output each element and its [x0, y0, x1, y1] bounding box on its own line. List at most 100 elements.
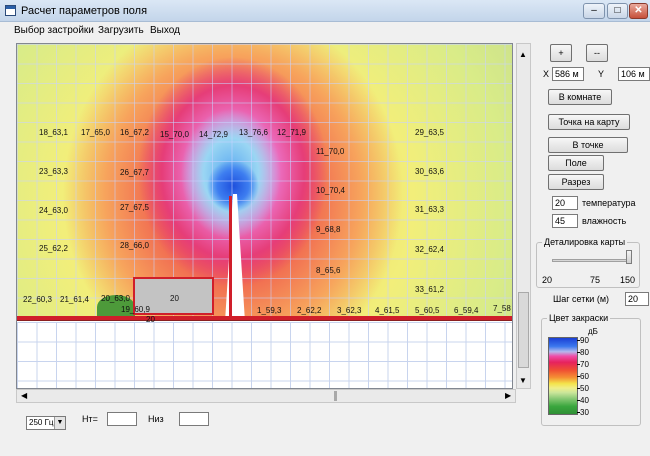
green-area	[97, 295, 135, 319]
map-label: 20	[170, 294, 179, 303]
map-label: 6_59,4	[454, 306, 479, 315]
detail-slider-thumb[interactable]	[626, 250, 632, 264]
menu-bar: Выбор застройки Загрузить Выход	[0, 22, 650, 40]
cone-wall	[229, 196, 232, 320]
map-label: 26_67,7	[120, 168, 149, 177]
humidity-label: влажность	[582, 216, 627, 226]
y-coord-label: Y	[598, 69, 605, 79]
room-button[interactable]: В комнате	[548, 89, 612, 105]
at-point-button[interactable]: В точке	[548, 137, 628, 153]
frequency-select[interactable]: 250 Гц ▼	[26, 416, 66, 430]
map-label: 3_62,3	[337, 306, 362, 315]
map-label: 11_70,0	[316, 147, 345, 156]
x-coord-field[interactable]: 586 м	[552, 67, 584, 81]
temperature-label: температура	[582, 198, 636, 208]
field-button[interactable]: Поле	[548, 155, 604, 171]
color-legend-bar	[548, 337, 578, 415]
legend-unit: дБ	[588, 327, 598, 336]
map-label: 20	[146, 315, 155, 324]
map-label: 32_62,4	[415, 245, 444, 254]
menu-exit[interactable]: Выход	[150, 25, 180, 36]
x-coord-label: X	[543, 69, 550, 79]
legend-tick: 30	[577, 408, 589, 417]
detail-group-title: Деталировка карты	[542, 237, 628, 247]
horizontal-scrollbar[interactable]: ◀ ▶	[16, 389, 516, 403]
map-label: 4_61,5	[375, 306, 400, 315]
map-label: 14_72,9	[199, 130, 228, 139]
map-label: 12_71,9	[277, 128, 306, 137]
legend-tick: 50	[577, 384, 589, 393]
field-map[interactable]: 18_63,1 17_65,0 16_67,2 15_70,0 14_72,9 …	[16, 43, 513, 389]
legend-tick: 80	[577, 348, 589, 357]
scroll-right-icon[interactable]: ▶	[505, 391, 512, 400]
building-block	[133, 277, 214, 315]
map-label: 18_63,1	[39, 128, 68, 137]
maximize-icon[interactable]: □	[607, 3, 628, 19]
legend-tick: 70	[577, 360, 589, 369]
legend-tick: 60	[577, 372, 589, 381]
map-grid	[17, 44, 512, 320]
map-label: 15_70,0	[160, 130, 189, 139]
map-label: 27_67,5	[120, 203, 149, 212]
map-label: 28_66,0	[120, 241, 149, 250]
ht-label: Нт=	[82, 414, 98, 424]
scroll-down-icon[interactable]: ▼	[519, 376, 527, 385]
temperature-field[interactable]: 20	[552, 196, 578, 210]
chevron-down-icon[interactable]: ▼	[54, 417, 65, 429]
map-label: 19_60,9	[121, 305, 150, 314]
detail-max-label: 150	[620, 275, 636, 285]
map-label: 33_61,2	[415, 285, 444, 294]
legend-tick: 90	[577, 336, 589, 345]
map-label: 21_61,4	[60, 295, 89, 304]
minimize-icon[interactable]: –	[583, 3, 605, 19]
niz-field[interactable]	[179, 412, 209, 426]
map-label: 1_59,3	[257, 306, 282, 315]
niz-label: Низ	[148, 414, 164, 424]
grid-step-field[interactable]: 20	[625, 292, 649, 306]
map-label: 24_63,0	[39, 206, 68, 215]
app-icon	[5, 5, 16, 16]
map-label: 13_76,6	[239, 128, 268, 137]
vertical-scroll-thumb[interactable]	[518, 292, 529, 368]
menu-select-building[interactable]: Выбор застройки	[14, 25, 94, 36]
detail-slider-track[interactable]	[552, 259, 632, 262]
map-label: 20_63,0	[101, 294, 130, 303]
detail-min-label: 20	[542, 275, 553, 285]
menu-load[interactable]: Загрузить	[98, 25, 144, 36]
title-bar: Расчет параметров поля – □ ✕	[0, 0, 650, 22]
scroll-left-icon[interactable]: ◀	[21, 391, 28, 400]
zoom-out-button[interactable]: --	[586, 44, 608, 62]
heatmap	[17, 44, 512, 320]
map-label: 5_60,5	[415, 306, 440, 315]
legend-title: Цвет закраски	[547, 313, 611, 323]
section-button[interactable]: Разрез	[548, 174, 604, 190]
horizontal-scroll-thumb[interactable]	[334, 391, 337, 401]
map-label: 9_68,8	[316, 225, 341, 234]
map-label: 7_58	[493, 304, 511, 313]
frequency-value: 250 Гц	[29, 418, 54, 427]
point-on-map-button[interactable]: Точка на карту	[548, 114, 630, 130]
detail-mid-label: 75	[590, 275, 601, 285]
lower-grid	[17, 322, 512, 388]
map-label: 8_65,6	[316, 266, 341, 275]
map-label: 17_65,0	[81, 128, 110, 137]
y-coord-field[interactable]: 106 м	[618, 67, 650, 81]
map-label: 31_63,3	[415, 205, 444, 214]
scroll-up-icon[interactable]: ▲	[519, 50, 527, 59]
close-icon[interactable]: ✕	[629, 3, 648, 19]
map-label: 2_62,2	[297, 306, 322, 315]
map-label: 25_62,2	[39, 244, 68, 253]
map-label: 22_60,3	[23, 295, 52, 304]
humidity-field[interactable]: 45	[552, 214, 578, 228]
map-label: 30_63,6	[415, 167, 444, 176]
zoom-in-button[interactable]: +	[550, 44, 572, 62]
vertical-scrollbar[interactable]: ▲ ▼	[516, 43, 531, 389]
map-label: 29_63,5	[415, 128, 444, 137]
legend-tick: 40	[577, 396, 589, 405]
grid-step-label: Шаг сетки (м)	[553, 294, 610, 304]
ht-field[interactable]	[107, 412, 137, 426]
map-label: 23_63,3	[39, 167, 68, 176]
window-title: Расчет параметров поля	[21, 5, 148, 17]
map-label: 16_67,2	[120, 128, 149, 137]
map-label: 10_70,4	[316, 186, 345, 195]
